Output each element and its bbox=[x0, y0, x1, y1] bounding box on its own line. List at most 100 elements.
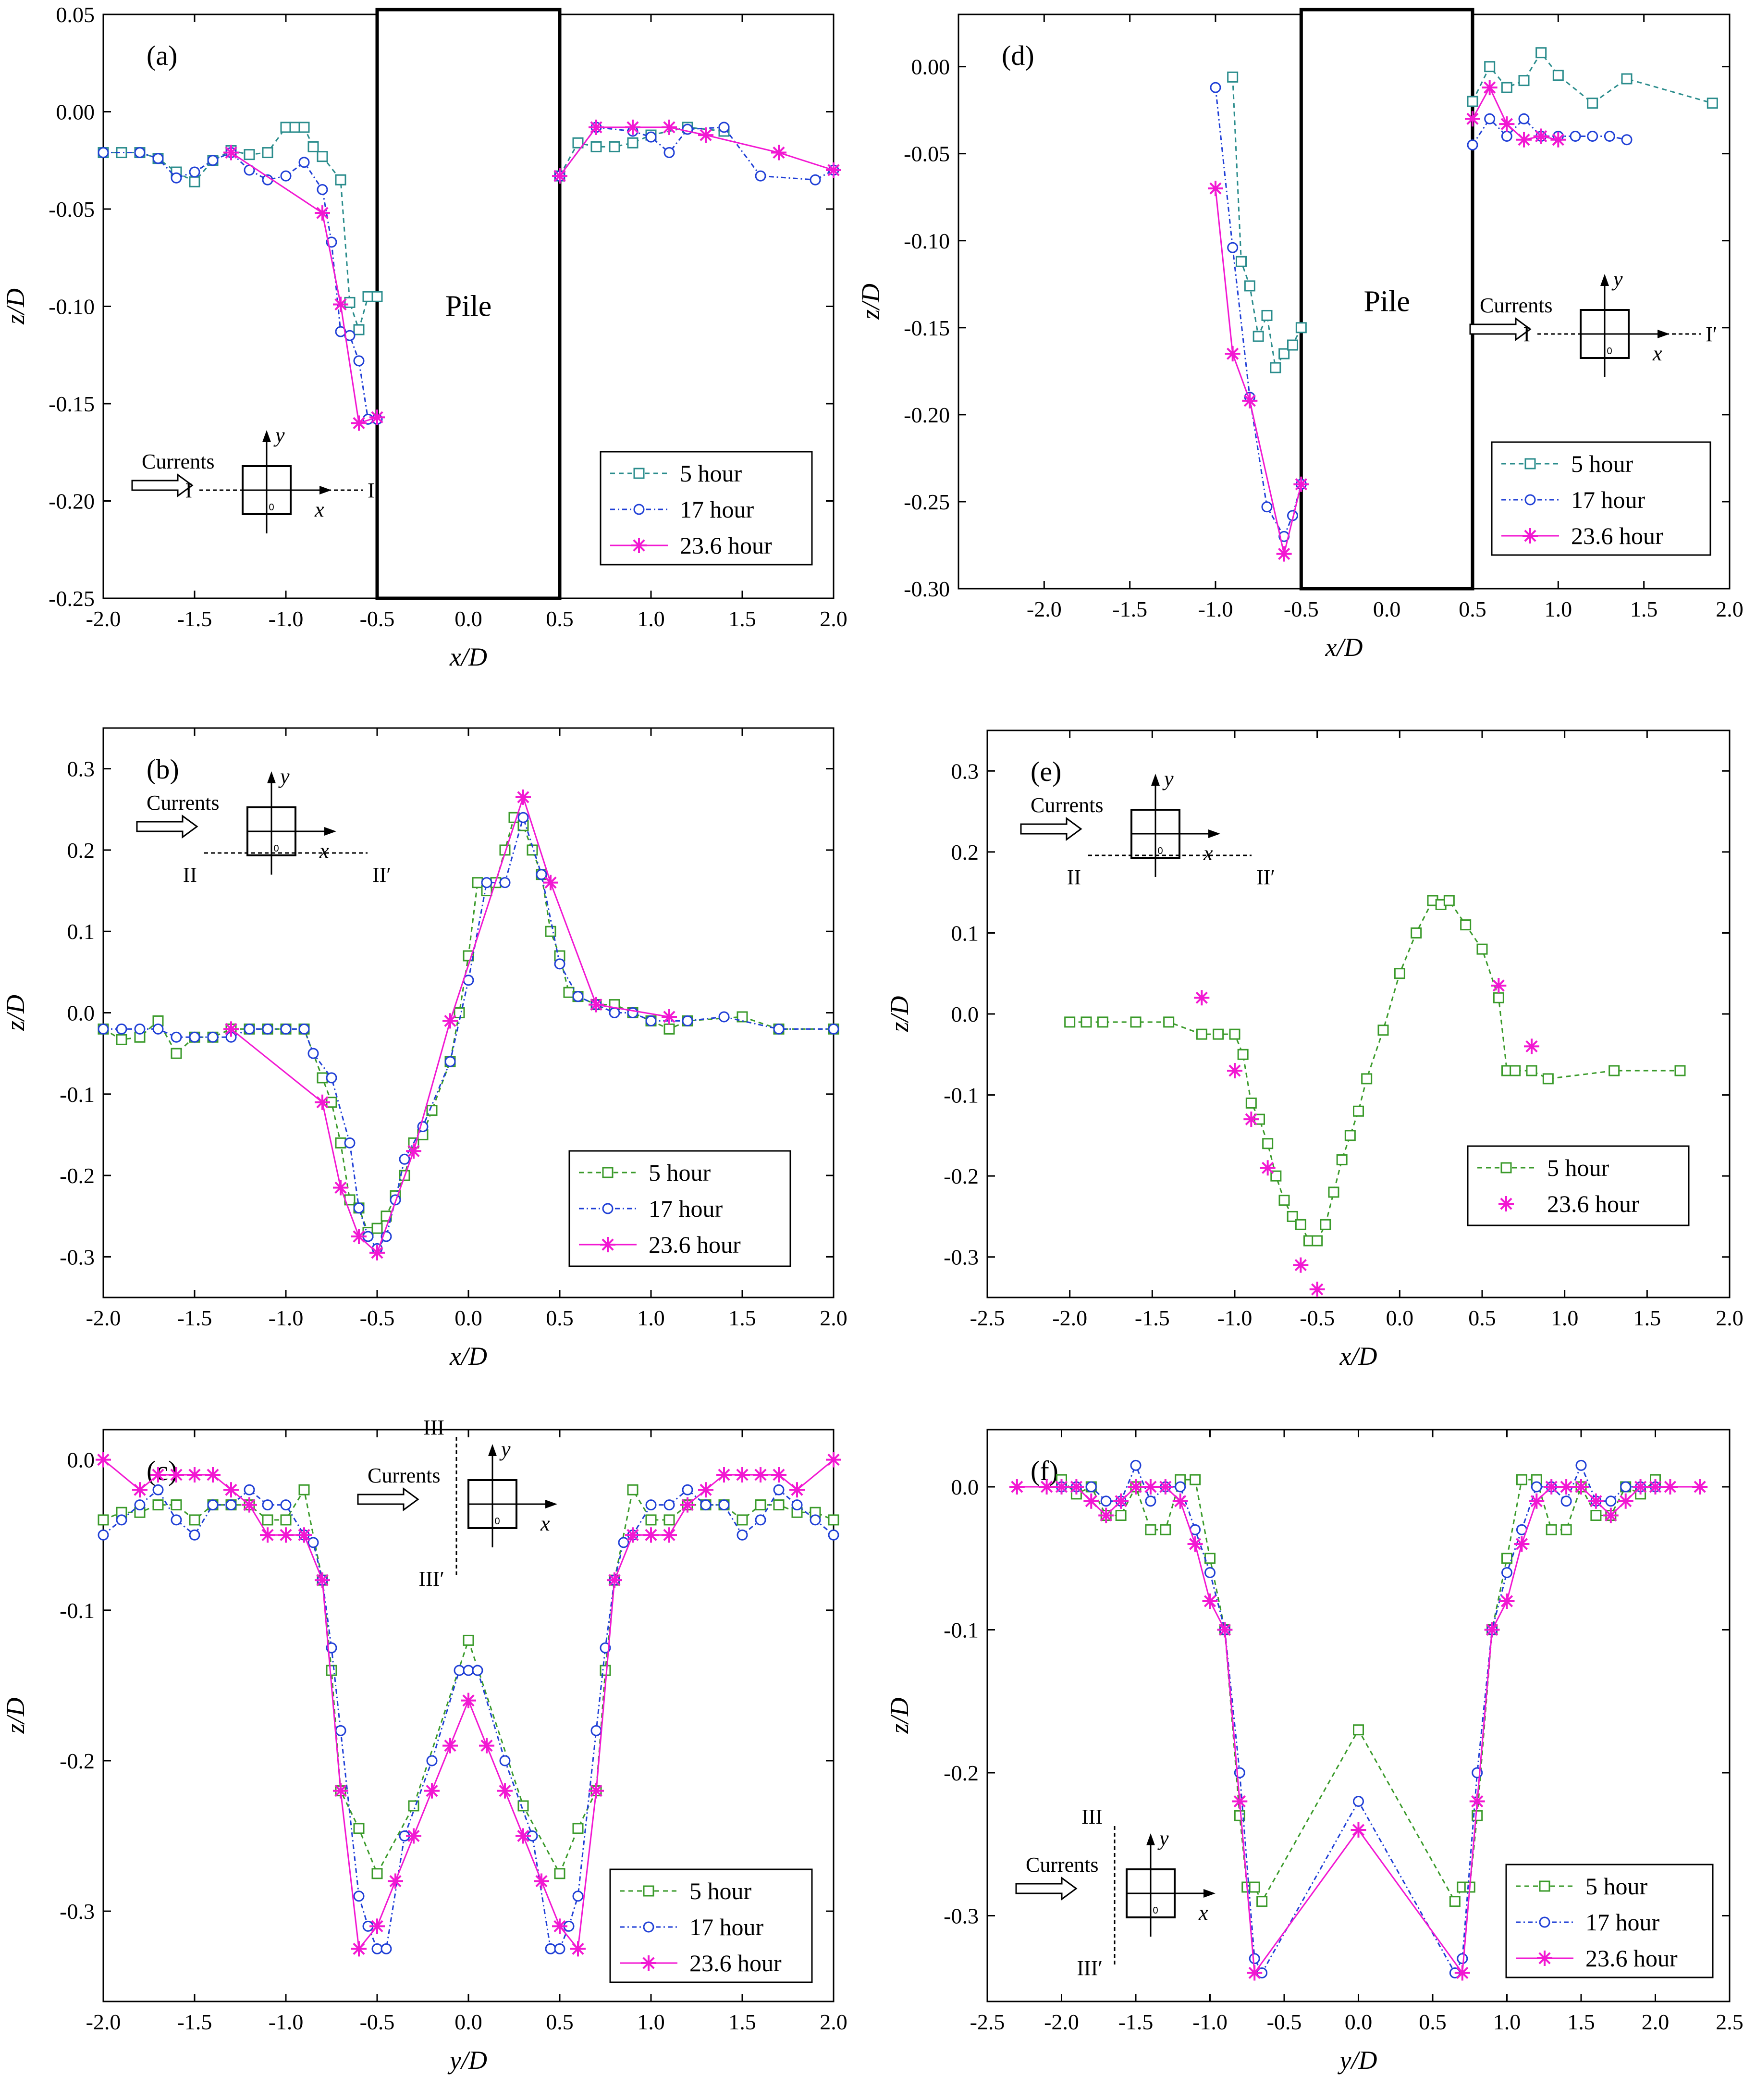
data-point bbox=[680, 1497, 695, 1513]
section-end-label: II′ bbox=[1256, 865, 1275, 889]
data-point bbox=[1234, 1810, 1245, 1821]
data-point bbox=[1344, 1130, 1356, 1141]
data-point bbox=[1518, 113, 1530, 124]
y-tick-label: 0.00 bbox=[56, 100, 95, 124]
panel-f: -2.5 -2.0 -1.5 -1.0 -0.5 0.0 0.5 1.0 1.5 2.0 2.5 -0… bbox=[885, 1429, 1744, 2075]
panel-a: -2.0 -1.5 -1.0 -0.5 0.0 0.5 1.0 1.5 2.0 -0.25 -0.2… bbox=[1, 2, 847, 671]
data-point bbox=[479, 1738, 494, 1754]
data-point bbox=[543, 875, 558, 890]
x-tick-label: 1.0 bbox=[1551, 1306, 1579, 1330]
y-tick-label: -0.1 bbox=[944, 1083, 979, 1108]
inset-y-label: y bbox=[278, 765, 290, 788]
data-point bbox=[1361, 1073, 1373, 1085]
data-point bbox=[1244, 280, 1255, 292]
y-tick-label: -0.25 bbox=[904, 490, 950, 514]
inset-diagram: Currents y x 0 III III′ bbox=[1015, 1805, 1216, 1980]
data-point bbox=[1097, 1016, 1108, 1028]
x-tick-label: 2.0 bbox=[820, 2010, 847, 2034]
data-point bbox=[1510, 1065, 1521, 1076]
data-point bbox=[755, 1514, 766, 1526]
data-point bbox=[1588, 1493, 1604, 1509]
legend-label: 17 hour bbox=[1571, 486, 1645, 513]
y-tick-label: 0.3 bbox=[67, 757, 95, 781]
x-tick-label: -0.5 bbox=[1284, 597, 1319, 621]
data-point bbox=[333, 296, 348, 312]
data-point bbox=[1552, 70, 1564, 81]
data-point bbox=[296, 1527, 312, 1543]
x-axis-title: y/D bbox=[447, 2046, 487, 2075]
data-point bbox=[735, 1467, 750, 1482]
data-point bbox=[718, 1011, 730, 1023]
data-point bbox=[662, 1527, 677, 1543]
data-point bbox=[1609, 1065, 1620, 1076]
panel-label: (a) bbox=[147, 40, 177, 71]
inset-x-label: x bbox=[1198, 1901, 1208, 1925]
data-point bbox=[307, 141, 319, 152]
data-point bbox=[1467, 139, 1478, 151]
panel-d: -2.0 -1.5 -1.0 -0.5 0.0 0.5 1.0 1.5 2.0 -0.30 -0.2… bbox=[856, 8, 1744, 662]
inset-y-label: y bbox=[499, 1437, 511, 1461]
x-tick-label: -1.0 bbox=[1198, 597, 1233, 621]
data-point bbox=[1260, 1160, 1276, 1176]
data-point bbox=[572, 991, 584, 1002]
series-5-hour bbox=[1056, 1474, 1661, 1907]
y-tick-label: -0.1 bbox=[944, 1618, 979, 1643]
data-point bbox=[1190, 1474, 1201, 1485]
legend: 5 hour 17 hour 23.6 hour bbox=[1505, 1864, 1714, 1978]
data-point bbox=[1287, 339, 1298, 351]
panel-label: (e) bbox=[1031, 756, 1061, 787]
currents-label: Currents bbox=[147, 791, 220, 815]
data-point bbox=[1081, 1016, 1092, 1028]
data-point bbox=[1142, 1479, 1158, 1495]
data-point bbox=[589, 997, 604, 1013]
y-tick-label: -0.1 bbox=[60, 1082, 95, 1107]
legend-label: 5 hour bbox=[1571, 450, 1633, 477]
y-tick-label: -0.3 bbox=[944, 1245, 979, 1270]
y-tick-label: 0.0 bbox=[67, 1001, 95, 1025]
data-point bbox=[1544, 1479, 1560, 1495]
data-point bbox=[1009, 1479, 1025, 1495]
y-tick-label: -0.05 bbox=[904, 142, 950, 166]
data-point bbox=[1172, 1493, 1188, 1509]
data-point bbox=[1529, 1493, 1545, 1509]
data-point bbox=[442, 1013, 458, 1029]
data-point bbox=[381, 1943, 392, 1954]
series-17-hour bbox=[98, 812, 839, 1254]
data-point bbox=[1261, 309, 1273, 321]
data-point bbox=[171, 172, 182, 184]
y-tick-label: -0.3 bbox=[60, 1899, 95, 1924]
data-point bbox=[554, 1868, 565, 1879]
data-point bbox=[1278, 1195, 1290, 1206]
x-tick-label: -2.5 bbox=[970, 1306, 1005, 1330]
data-point bbox=[1204, 1567, 1216, 1578]
data-point bbox=[1217, 1622, 1233, 1638]
data-point bbox=[444, 1056, 456, 1067]
data-point bbox=[545, 1943, 556, 1954]
x-tick-label: -0.5 bbox=[360, 606, 395, 631]
data-point bbox=[406, 1143, 421, 1159]
data-point bbox=[1491, 978, 1507, 993]
x-tick-label: 0.5 bbox=[546, 2010, 574, 2034]
data-point bbox=[1262, 1138, 1274, 1149]
data-point bbox=[205, 1467, 221, 1482]
legend-marker bbox=[602, 1203, 614, 1214]
data-point bbox=[1353, 1724, 1364, 1736]
x-tick-label: 1.5 bbox=[1633, 1306, 1661, 1330]
inset-x-label: x bbox=[540, 1512, 550, 1535]
series-23-6-hour bbox=[96, 1452, 841, 1957]
data-point bbox=[1249, 1881, 1260, 1893]
x-arrow-icon bbox=[545, 1500, 557, 1508]
inset-origin-label: 0 bbox=[1153, 1905, 1158, 1916]
y-tick-label: -0.05 bbox=[49, 197, 95, 222]
inset-diagram: Currents y x 0 III III′ bbox=[357, 1416, 557, 1591]
data-point bbox=[260, 1527, 275, 1543]
data-point bbox=[545, 926, 556, 937]
section-start-label: I bbox=[1523, 322, 1530, 346]
data-point bbox=[662, 119, 677, 135]
data-point bbox=[1560, 1524, 1572, 1535]
data-point bbox=[517, 812, 529, 823]
data-point bbox=[315, 1094, 330, 1110]
data-point bbox=[627, 1484, 639, 1495]
inset-y-label: y bbox=[1162, 767, 1174, 791]
y-arrow-icon bbox=[267, 771, 276, 783]
